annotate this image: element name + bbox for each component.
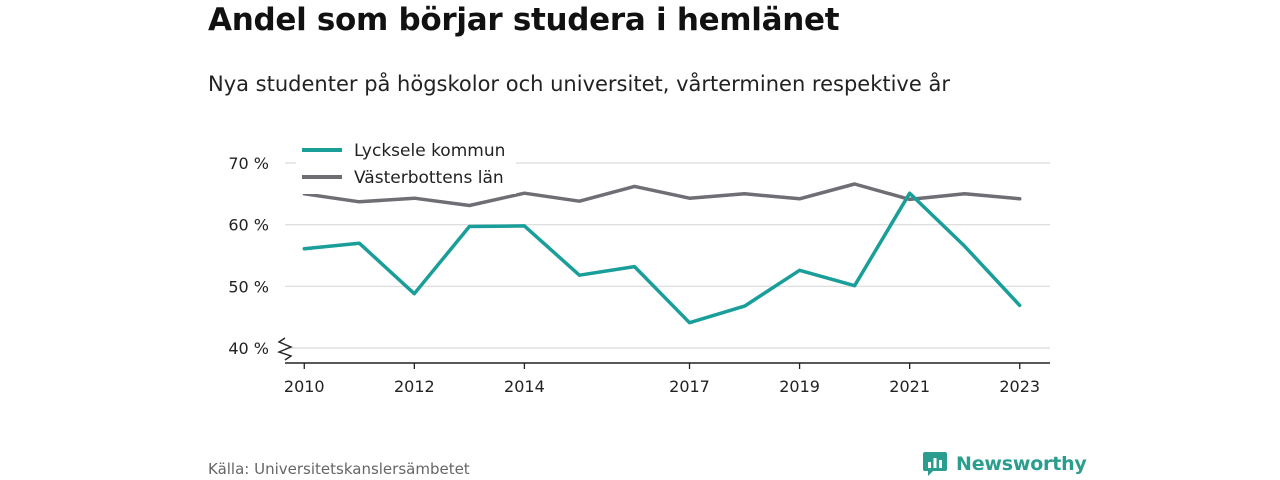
source-note: Källa: Universitetskanslersämbetet bbox=[208, 460, 470, 478]
legend-label: Västerbottens län bbox=[354, 168, 504, 188]
y-tick-label: 60 % bbox=[228, 216, 269, 235]
x-tick-label: 2019 bbox=[779, 377, 820, 396]
x-tick-label: 2012 bbox=[394, 377, 435, 396]
x-tick-label: 2014 bbox=[504, 377, 545, 396]
series-line-vasterbotten bbox=[302, 182, 1022, 208]
legend: Lycksele kommun Västerbottens län bbox=[296, 136, 516, 194]
y-tick-label: 70 % bbox=[228, 154, 269, 173]
legend-label: Lycksele kommun bbox=[354, 141, 505, 161]
legend-background bbox=[296, 136, 516, 194]
x-tick-label: 2023 bbox=[999, 377, 1040, 396]
x-tick-label: 2021 bbox=[889, 377, 930, 396]
brand-name: Newsworthy bbox=[956, 453, 1087, 475]
chart-title: Andel som börjar studera i hemlänet bbox=[208, 2, 840, 38]
y-tick-label: 40 % bbox=[228, 339, 269, 358]
y-axis-break-icon bbox=[277, 337, 293, 361]
brand-logo: Newsworthy bbox=[922, 450, 1087, 478]
bar-chart-speech-bubble-icon bbox=[923, 452, 947, 476]
x-tick-label: 2010 bbox=[284, 377, 325, 396]
series-line-lycksele bbox=[302, 191, 1022, 325]
y-tick-label: 50 % bbox=[228, 277, 269, 296]
axes: 40 % 50 % 60 % 70 % 2010 2012 2014 2017 2019 2021… bbox=[228, 154, 1050, 396]
x-tick-label: 2017 bbox=[669, 377, 710, 396]
chart-subtitle: Nya studenter på högskolor och universit… bbox=[208, 72, 950, 96]
line-chart: 40 % 50 % 60 % 70 % 2010 2012 2014 2017 2019 2021… bbox=[228, 136, 1050, 396]
series-lines bbox=[302, 182, 1022, 325]
